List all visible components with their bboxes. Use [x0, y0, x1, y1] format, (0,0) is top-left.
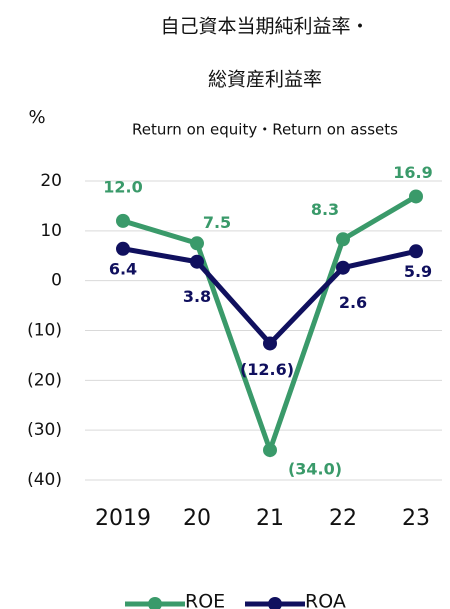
- y-tick-label: 20: [40, 171, 62, 191]
- data-label: 16.9: [393, 163, 432, 182]
- data-label: (34.0): [288, 460, 342, 479]
- marker: [409, 189, 423, 204]
- marker: [190, 236, 204, 251]
- line-roa: [122, 246, 417, 348]
- legend-label: ROE: [185, 591, 225, 609]
- y-tick-label: (20): [27, 370, 62, 390]
- data-label: 7.5: [203, 213, 231, 232]
- x-tick-label: 22: [329, 506, 357, 531]
- y-tick-label: (10): [27, 321, 62, 341]
- data-label: 2.6: [339, 293, 367, 312]
- legend-marker: [148, 597, 162, 609]
- data-label: 12.0: [103, 177, 142, 196]
- marker: [409, 244, 423, 259]
- legend-label: ROA: [305, 591, 346, 609]
- marker: [263, 336, 277, 351]
- marker: [116, 213, 130, 228]
- marker: [263, 443, 277, 458]
- subtitle: Return on equity・Return on assets: [132, 121, 398, 139]
- x-tick-label: 20: [183, 506, 211, 531]
- data-label: 6.4: [109, 259, 137, 278]
- data-label: 5.9: [404, 262, 432, 281]
- y-tick-label: 10: [40, 221, 62, 241]
- chart-title-line2: 総資産利益率: [208, 69, 322, 91]
- marker: [190, 254, 204, 269]
- data-label: (12.6): [240, 360, 294, 379]
- x-tick-label: 21: [256, 506, 284, 531]
- y-unit: %: [28, 107, 45, 128]
- chart-title: 自己資本当期純利益率・: [160, 16, 369, 38]
- y-tick-label: (30): [27, 420, 62, 440]
- marker: [336, 260, 350, 275]
- y-tick-label: (40): [27, 470, 62, 490]
- marker: [336, 232, 350, 247]
- line-roe: [122, 194, 418, 458]
- data-label: 3.8: [183, 287, 211, 306]
- x-tick-label: 2019: [95, 506, 151, 531]
- x-tick-label: 23: [402, 506, 430, 531]
- legend-marker: [268, 597, 282, 609]
- marker: [116, 241, 130, 256]
- data-label: 8.3: [311, 200, 339, 219]
- y-tick-label: 0: [51, 271, 62, 291]
